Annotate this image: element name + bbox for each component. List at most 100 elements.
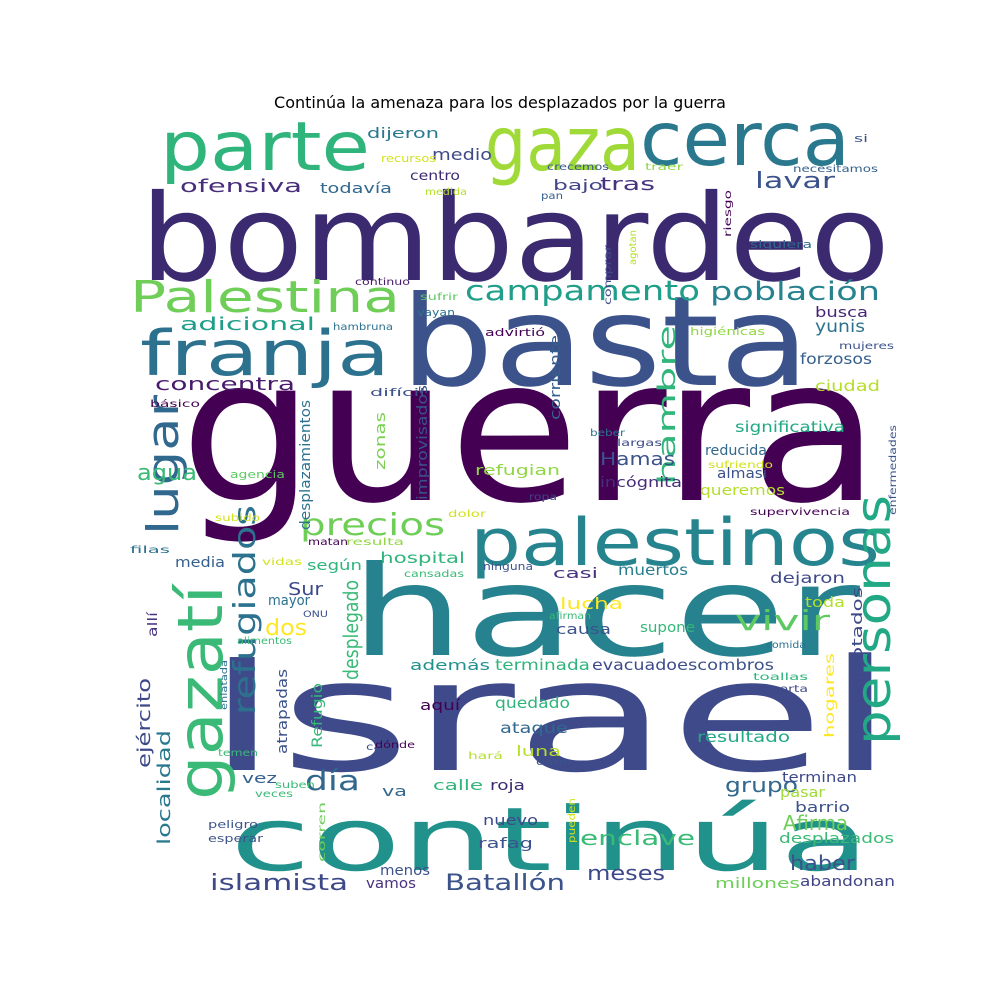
word-toda: toda xyxy=(805,595,845,611)
word-dolor: dolor xyxy=(448,509,487,520)
word-vez: vez xyxy=(242,771,277,787)
word-aquí: aquí xyxy=(420,698,461,714)
word-evacuado: evacuado xyxy=(592,656,677,674)
word-filas: filas xyxy=(130,545,170,556)
word-sufriendo: sufriendo xyxy=(708,460,773,471)
word-tras: tras xyxy=(600,174,655,195)
word-terminan: terminan xyxy=(782,770,857,786)
word-bombardeo: bombardeo xyxy=(140,170,890,309)
word-media: media xyxy=(175,555,225,571)
word-ataque: ataque xyxy=(500,719,568,737)
word-difícil: difícil xyxy=(370,386,425,399)
word-sufrir: sufrir xyxy=(420,292,459,303)
word-corren: corren xyxy=(317,802,328,862)
word-día: día xyxy=(305,764,360,797)
word-vidas: vidas xyxy=(262,557,302,568)
word-franja: franja xyxy=(140,317,390,390)
word-afirma: Afirma xyxy=(783,811,848,835)
word-suben: suben xyxy=(275,780,315,791)
word-lugar: lugar xyxy=(138,394,189,535)
word-nuevo: nuevo xyxy=(483,813,538,829)
word-basta: basta xyxy=(400,270,810,415)
word-enclave: enclave xyxy=(580,826,695,850)
word-riesgo: riesgo xyxy=(723,190,734,237)
word-además: además xyxy=(410,658,490,674)
word-cerca: cerca xyxy=(640,95,850,183)
word-escombros: escombros xyxy=(677,656,774,674)
chart-title: Continúa la amenaza para los desplazados… xyxy=(274,93,726,112)
word-peligro: peligro xyxy=(208,818,258,831)
word-campamento: campamento xyxy=(465,274,700,307)
word-precios: precios xyxy=(300,508,445,543)
word-todavía: todavía xyxy=(320,181,392,197)
word-enfermedades: enfermedades xyxy=(888,425,899,515)
word-abarrotados: abarrotados xyxy=(850,587,866,717)
word-significativa: significativa xyxy=(735,418,845,436)
word-continúa: continúa xyxy=(230,788,870,891)
word-alimentos: alimentos xyxy=(237,636,292,647)
word-desplazamientos: desplazamientos xyxy=(298,400,314,530)
word-esperar: esperar xyxy=(208,832,264,845)
word-palestinos: palestinos xyxy=(470,506,880,581)
word-recursos: recursos xyxy=(381,152,436,165)
word-advirtió: advirtió xyxy=(485,326,545,339)
word-muertos: muertos xyxy=(618,561,688,579)
word-desplazados: desplazados xyxy=(779,831,894,847)
word-agotan: agotan xyxy=(628,230,639,265)
word-allí: allí xyxy=(146,611,161,637)
word-improvisados: improvisados xyxy=(415,385,431,500)
word-yunis: yunis xyxy=(815,317,865,337)
word-centro: centro xyxy=(410,169,460,184)
word-barrio: barrio xyxy=(795,800,850,816)
word-toallas: toallas xyxy=(753,672,808,683)
word-concentra: concentra xyxy=(155,374,295,395)
word-bajo: bajo xyxy=(553,178,603,194)
word-ofensiva: ofensiva xyxy=(180,176,302,197)
word-quedado: quedado xyxy=(495,694,570,712)
word-cansadas: cansadas xyxy=(404,569,464,580)
word-haber: haber xyxy=(790,851,856,875)
word-lavar: lavar xyxy=(755,169,836,194)
word-dos: dos xyxy=(265,616,307,641)
word-ejército: ejército xyxy=(134,678,155,768)
word-gazatí: gazatí xyxy=(164,583,237,800)
word-onu: ONU xyxy=(303,610,328,620)
word-importa: importa xyxy=(753,684,808,695)
word-enlatada: enlatada xyxy=(220,660,230,710)
word-queremos: queremos xyxy=(700,483,785,499)
word-vivir: vivir xyxy=(735,604,831,637)
word-mujeres: mujeres xyxy=(839,341,894,352)
word-traer: traer xyxy=(645,162,684,173)
word-resulta: resulta xyxy=(346,537,404,548)
word-si: si xyxy=(854,132,868,145)
word-población: población xyxy=(710,277,880,307)
word-dónde: dónde xyxy=(375,739,415,751)
word-guerra: guerra xyxy=(180,315,880,548)
word-pan: pan xyxy=(541,191,563,202)
word-grupo: grupo xyxy=(725,773,798,797)
word-batallón: Batallón xyxy=(445,871,565,896)
word-vayan: vayan xyxy=(417,306,455,319)
word-islamista: islamista xyxy=(210,871,348,896)
word-afirman: afirman xyxy=(549,611,591,622)
word-básico: básico xyxy=(150,398,200,410)
word-causa: causa xyxy=(556,622,611,638)
word-va: va xyxy=(382,784,407,800)
word-subido: subido xyxy=(215,513,260,524)
word-israel: Israel xyxy=(205,626,895,807)
word-agencia: agencia xyxy=(230,468,285,481)
word-ciudad: ciudad xyxy=(815,377,880,395)
word-según: según xyxy=(307,558,362,574)
word-hambruna: hambruna xyxy=(333,322,393,333)
word-meses: meses xyxy=(587,861,665,885)
word-roja: roja xyxy=(490,778,525,794)
word-mayor: mayor xyxy=(268,593,310,609)
word-menos: menos xyxy=(380,863,430,879)
word-comida: comida xyxy=(766,640,806,651)
word-matan: matan xyxy=(308,537,348,548)
word-largas: largas xyxy=(617,438,662,449)
word-palestina: Palestina xyxy=(130,272,400,323)
word-desplegado: desplegado xyxy=(339,580,363,680)
word-veces: veces xyxy=(255,789,293,800)
